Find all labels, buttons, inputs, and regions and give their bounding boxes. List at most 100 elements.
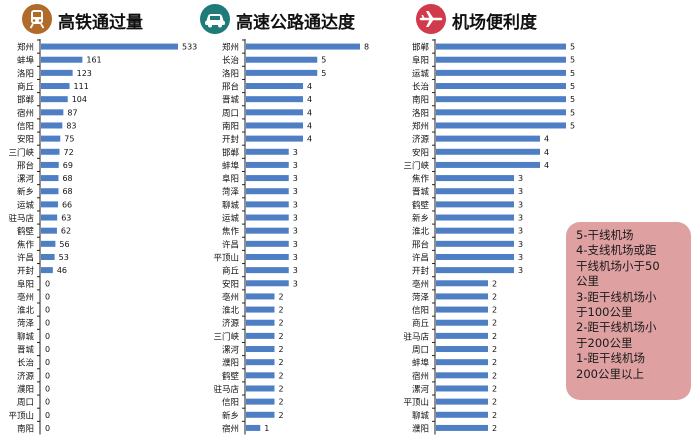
bar: [246, 359, 275, 366]
car-icon: [205, 14, 225, 28]
value-label: 0: [45, 398, 50, 407]
category-label: 商丘: [222, 266, 240, 277]
category-label: 濮阳: [17, 384, 34, 395]
value-label: 3: [518, 174, 523, 183]
bar: [246, 398, 275, 405]
category-label: 漯河: [412, 384, 430, 395]
bar: [246, 227, 289, 234]
bar: [436, 175, 514, 182]
category-label: 信阳: [412, 305, 429, 316]
category-label: 三门峡: [213, 331, 239, 342]
value-label: 68: [62, 187, 72, 196]
category-label: 许昌: [17, 252, 34, 263]
value-label: 4: [544, 135, 549, 144]
category-label: 阜阳: [222, 174, 239, 185]
icon-badge: [22, 4, 52, 34]
category-label: 焦作: [412, 174, 430, 185]
bar: [436, 214, 514, 221]
bar: [41, 175, 59, 182]
panel-rail: 高铁通过量: [0, 0, 200, 442]
value-label: 5: [570, 69, 575, 78]
legend-line: 干线机场小于50: [576, 258, 660, 273]
category-label: 新乡: [412, 213, 429, 224]
value-label: 3: [293, 240, 298, 249]
value-label: 0: [45, 358, 50, 367]
value-label: 4: [307, 108, 312, 117]
bar: [246, 424, 261, 431]
value-label: 0: [45, 292, 50, 301]
bar: [246, 96, 303, 103]
category-label: 安阳: [412, 147, 429, 158]
bar: [436, 56, 566, 63]
value-label: 5: [570, 108, 575, 117]
panel-title: 高速公路通达度: [236, 13, 355, 33]
bar: [246, 122, 303, 129]
value-label: 5: [570, 43, 575, 52]
legend-line: 公里: [576, 274, 599, 289]
value-label: 5: [570, 82, 575, 91]
bar: [436, 161, 540, 168]
value-label: 2: [279, 411, 284, 420]
bar: [41, 69, 73, 76]
value-label: 0: [45, 345, 50, 354]
category-label: 郑州: [222, 42, 239, 53]
value-label: 111: [74, 82, 89, 91]
value-label: 0: [45, 332, 50, 341]
value-label: 56: [59, 240, 69, 249]
value-label: 2: [279, 319, 284, 328]
bar: [41, 109, 64, 116]
value-label: 3: [293, 200, 298, 209]
bar: [246, 161, 289, 168]
value-label: 2: [492, 398, 497, 407]
category-label: 信阳: [222, 397, 239, 408]
value-label: 2: [279, 292, 284, 301]
value-label: 3: [518, 227, 523, 236]
value-label: 4: [307, 121, 312, 130]
bar: [246, 306, 275, 313]
icon-badge: [416, 4, 446, 34]
category-label: 三门峡: [8, 147, 34, 158]
category-label: 鹤壁: [222, 371, 240, 382]
bar: [246, 214, 289, 221]
value-label: 0: [45, 424, 50, 433]
value-label: 3: [518, 214, 523, 223]
bar: [41, 201, 58, 208]
category-label: 聊城: [222, 200, 240, 211]
category-label: 蚌埠: [412, 358, 430, 369]
category-label: 阜阳: [17, 279, 34, 290]
category-label: 三门峡: [403, 160, 429, 171]
category-label: 郑州: [412, 121, 429, 132]
value-label: 3: [293, 214, 298, 223]
bar: [41, 96, 68, 103]
icon-badge: [200, 4, 230, 34]
bar: [246, 293, 275, 300]
bar: [246, 332, 275, 339]
bar: [41, 56, 83, 63]
value-label: 5: [321, 56, 326, 65]
value-label: 0: [45, 371, 50, 380]
value-label: 72: [64, 148, 74, 157]
bar: [436, 280, 488, 287]
category-label: 漯河: [17, 174, 35, 185]
bar: [436, 135, 540, 142]
bar: [246, 346, 275, 353]
legend-box: 5-干线机场 4-支线机场或距 干线机场小于50 公里 3-距干线机场小 于10…: [566, 222, 691, 400]
value-label: 5: [321, 69, 326, 78]
category-label: 洛阳: [222, 68, 239, 79]
category-label: 淮北: [412, 226, 430, 237]
category-label: 南阳: [17, 423, 34, 434]
bar: [436, 372, 488, 379]
legend-line: 5-干线机场: [576, 228, 634, 242]
bar: [246, 385, 275, 392]
bar: [436, 96, 566, 103]
bar: [246, 83, 303, 90]
category-label: 亳州: [222, 292, 239, 303]
category-label: 晋城: [412, 188, 430, 198]
category-label: 宿州: [17, 108, 34, 119]
value-label: 2: [492, 319, 497, 328]
category-label: 淮北: [17, 305, 35, 316]
bar: [436, 43, 566, 50]
value-label: 2: [492, 358, 497, 367]
value-label: 8: [364, 43, 369, 52]
bar: [436, 424, 488, 431]
